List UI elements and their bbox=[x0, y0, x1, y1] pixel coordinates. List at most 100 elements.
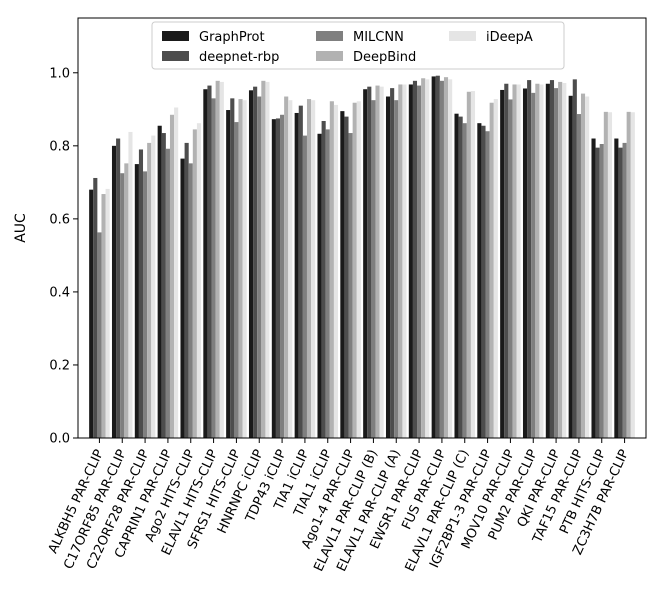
bar-deepnet-rbp-6 bbox=[230, 98, 235, 438]
bar-graphprot-17 bbox=[477, 123, 482, 439]
bar-graphprot-18 bbox=[500, 89, 505, 438]
bar-ideepa-4 bbox=[196, 123, 202, 439]
y-tick-label: 0.8 bbox=[49, 139, 70, 154]
bar-deepnet-rbp-11 bbox=[344, 116, 349, 439]
bar-ideepa-18 bbox=[516, 84, 521, 438]
bar-graphprot-6 bbox=[226, 110, 231, 438]
plot-area-frame bbox=[77, 17, 647, 439]
bar-ideepa-3 bbox=[174, 107, 179, 438]
bar-deepbind-0 bbox=[101, 194, 106, 438]
bar-ideepa-17 bbox=[493, 99, 498, 438]
bar-deepnet-rbp-0 bbox=[93, 177, 98, 438]
bar-milcnn-21 bbox=[576, 114, 581, 439]
bar-deepbind-9 bbox=[306, 99, 312, 438]
bar-deepnet-rbp-3 bbox=[161, 133, 166, 439]
bar-graphprot-7 bbox=[248, 90, 254, 438]
bar-milcnn-0 bbox=[97, 232, 102, 438]
bar-deepnet-rbp-12 bbox=[367, 86, 372, 438]
bar-deepnet-rbp-7 bbox=[253, 86, 258, 438]
bar-ideepa-10 bbox=[333, 104, 339, 439]
bar-graphprot-1 bbox=[111, 145, 117, 438]
bar-milcnn-23 bbox=[622, 142, 627, 438]
bar-deepbind-7 bbox=[261, 80, 266, 438]
bar-deepnet-rbp-22 bbox=[595, 147, 600, 438]
bar-deepbind-2 bbox=[147, 142, 152, 438]
bar-milcnn-18 bbox=[508, 99, 513, 438]
bar-deepnet-rbp-9 bbox=[298, 105, 303, 439]
legend-swatch-graphprot bbox=[162, 31, 189, 41]
bar-milcnn-12 bbox=[371, 100, 376, 439]
bar-ideepa-0 bbox=[105, 188, 110, 438]
bar-deepbind-4 bbox=[192, 129, 197, 438]
y-axis-label: AUC bbox=[13, 213, 29, 243]
bar-graphprot-0 bbox=[89, 189, 94, 438]
bar-graphprot-5 bbox=[203, 89, 208, 438]
bar-deepnet-rbp-17 bbox=[481, 125, 486, 439]
legend-label-deepbind: DeepBind bbox=[353, 50, 416, 65]
bar-milcnn-17 bbox=[485, 131, 490, 438]
bar-graphprot-20 bbox=[545, 83, 550, 439]
legend-swatch-deepbind bbox=[316, 51, 343, 61]
y-tick-label: 1.0 bbox=[49, 66, 70, 81]
bar-milcnn-22 bbox=[599, 144, 604, 438]
bar-deepnet-rbp-10 bbox=[321, 120, 326, 439]
y-tick-label: 0.6 bbox=[49, 212, 70, 227]
bar-deepnet-rbp-5 bbox=[207, 85, 212, 438]
bar-milcnn-11 bbox=[348, 133, 353, 439]
bar-graphprot-22 bbox=[591, 138, 596, 438]
bar-milcnn-2 bbox=[143, 171, 148, 438]
bar-deepbind-3 bbox=[169, 114, 175, 438]
bar-ideepa-1 bbox=[128, 131, 133, 438]
bar-graphprot-15 bbox=[431, 76, 436, 439]
bar-ideepa-12 bbox=[379, 86, 384, 438]
bar-graphprot-19 bbox=[522, 88, 528, 439]
bar-graphprot-11 bbox=[340, 111, 345, 438]
bar-deepbind-18 bbox=[512, 84, 517, 438]
bar-deepbind-5 bbox=[215, 80, 220, 438]
bar-graphprot-8 bbox=[271, 119, 276, 439]
bar-deepnet-rbp-19 bbox=[527, 80, 532, 438]
bar-deepbind-6 bbox=[238, 99, 243, 438]
bar-ideepa-5 bbox=[219, 81, 224, 438]
bar-ideepa-20 bbox=[562, 83, 567, 438]
legend-swatch-milcnn bbox=[316, 31, 343, 41]
legend-swatch-ideepa bbox=[449, 31, 476, 41]
bar-deepnet-rbp-21 bbox=[572, 79, 577, 439]
bar-deepnet-rbp-4 bbox=[184, 142, 189, 438]
y-tick-label: 0.4 bbox=[49, 285, 70, 300]
bar-graphprot-9 bbox=[294, 112, 299, 439]
bar-ideepa-2 bbox=[151, 135, 156, 438]
bar-milcnn-1 bbox=[120, 173, 125, 438]
bar-milcnn-6 bbox=[234, 122, 239, 438]
bar-deepbind-10 bbox=[329, 101, 334, 439]
bar-deepnet-rbp-23 bbox=[618, 147, 623, 438]
bar-graphprot-12 bbox=[363, 89, 368, 438]
bar-milcnn-3 bbox=[165, 148, 170, 438]
bar-deepnet-rbp-18 bbox=[504, 83, 509, 439]
bar-ideepa-8 bbox=[288, 100, 293, 439]
bar-ideepa-9 bbox=[311, 100, 316, 439]
bar-deepbind-17 bbox=[489, 102, 494, 438]
bar-graphprot-2 bbox=[134, 164, 139, 438]
bar-milcnn-5 bbox=[211, 98, 216, 438]
bar-graphprot-10 bbox=[317, 133, 322, 438]
bar-graphprot-13 bbox=[385, 96, 391, 439]
bar-deepbind-20 bbox=[558, 81, 563, 438]
legend-label-milcnn: MILCNN bbox=[353, 30, 404, 45]
bar-deepbind-19 bbox=[535, 83, 540, 439]
bars-layer bbox=[89, 75, 635, 439]
bar-milcnn-16 bbox=[462, 123, 467, 439]
bar-deepbind-21 bbox=[580, 93, 586, 438]
bar-deepnet-rbp-13 bbox=[390, 88, 395, 439]
bar-deepbind-22 bbox=[603, 111, 608, 439]
y-axis: 0.0 0.2 0.4 0.6 0.8 1.0 bbox=[49, 66, 78, 447]
bar-ideepa-23 bbox=[630, 112, 635, 438]
bar-deepnet-rbp-2 bbox=[138, 149, 144, 439]
bar-deepbind-8 bbox=[284, 96, 289, 439]
bar-milcnn-20 bbox=[554, 88, 559, 439]
bar-milcnn-9 bbox=[302, 135, 307, 438]
bar-graphprot-23 bbox=[614, 138, 619, 438]
bar-deepbind-16 bbox=[466, 91, 471, 439]
bar-ideepa-6 bbox=[242, 100, 247, 439]
